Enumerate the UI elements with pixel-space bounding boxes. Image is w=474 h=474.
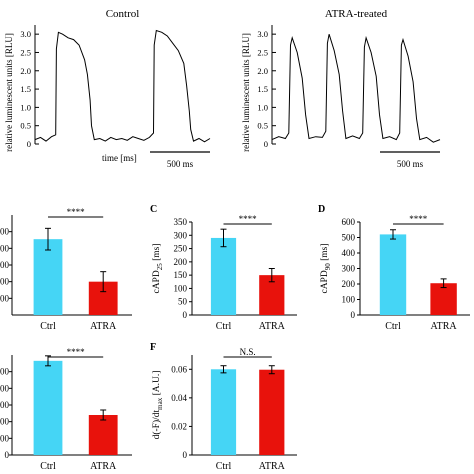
significance-label: **** <box>67 347 86 357</box>
y-tick-label: 0.02 <box>171 421 187 431</box>
y-tick-label: 0 <box>183 310 188 320</box>
y-tick-label: 1000 <box>0 227 10 237</box>
y-tick-label: 0.5 <box>20 121 31 131</box>
y-tick-label: 3.0 <box>257 29 268 39</box>
y-tick-label: 200 <box>174 257 188 267</box>
significance-label: **** <box>239 214 258 224</box>
y-tick-label: 2.5 <box>257 47 268 57</box>
x-category-label: Ctrl <box>40 461 56 472</box>
y-axis-label-subscript: 90 <box>324 263 332 271</box>
y-tick-label: 2.0 <box>20 66 31 76</box>
scale-bar-label: 500 ms <box>397 159 424 169</box>
significance-label: **** <box>67 207 86 217</box>
x-category-label: ATRA <box>90 461 117 472</box>
y-axis-label: d(-F)/dtmax [A.U.] <box>151 371 164 440</box>
y-tick-label: 400 <box>0 277 10 287</box>
y-tick-label: 200 <box>342 279 356 289</box>
x-category-label: ATRA <box>259 461 286 472</box>
y-tick-label: 0 <box>27 139 31 149</box>
x-category-label: ATRA <box>90 321 117 332</box>
y-tick-label: 300 <box>342 264 356 274</box>
y-tick-label: 500 <box>0 367 10 377</box>
x-category-label: Ctrl <box>385 321 401 332</box>
bar-ctrl <box>210 369 237 455</box>
y-tick-label: 100 <box>0 433 10 443</box>
y-tick-label: 0.04 <box>171 393 187 403</box>
y-axis-label-main: cAPD <box>152 270 162 293</box>
signal-trace <box>34 29 211 143</box>
y-tick-label: 100 <box>342 295 356 305</box>
y-tick-label: 600 <box>342 217 356 227</box>
y-axis-label-unit: [A.U.] <box>152 371 162 398</box>
y-tick-label: 1.5 <box>257 84 268 94</box>
panel-letter: D <box>318 204 325 215</box>
bar-ctrl <box>379 234 407 315</box>
y-tick-label: 400 <box>0 383 10 393</box>
y-tick-label: 1.0 <box>257 102 268 112</box>
y-tick-label: 800 <box>0 243 10 253</box>
y-tick-label: 0 <box>183 450 188 460</box>
chart-title: ATRA-treated <box>325 8 388 20</box>
y-tick-label: 0.06 <box>171 364 187 374</box>
y-tick-label: 100 <box>174 283 188 293</box>
bar-atra <box>88 415 118 455</box>
scale-bar-label: 500 ms <box>167 159 194 169</box>
y-tick-label: 1.5 <box>20 84 31 94</box>
y-tick-label: 400 <box>342 248 356 258</box>
y-tick-label: 600 <box>0 260 10 270</box>
significance-label: **** <box>409 214 428 224</box>
x-category-label: Ctrl <box>40 321 56 332</box>
y-axis-label-subscript: max <box>156 397 164 410</box>
y-axis-label: relative luminescent units [RLU] <box>241 33 251 152</box>
y-tick-label: 300 <box>0 400 10 410</box>
bar-atra <box>259 369 285 455</box>
bar-atra <box>430 283 457 315</box>
y-axis-label: cAPD90 [ms] <box>320 243 332 293</box>
signal-trace <box>271 34 441 143</box>
x-category-label: Ctrl <box>216 321 232 332</box>
y-tick-label: 250 <box>174 244 188 254</box>
x-category-label: ATRA <box>259 321 286 332</box>
x-category-label: Ctrl <box>216 461 232 472</box>
y-tick-label: 300 <box>174 230 188 240</box>
significance-label: N.S. <box>240 347 256 357</box>
y-tick-label: 3.0 <box>20 29 31 39</box>
y-axis-label-unit: [ms] <box>152 243 162 263</box>
y-axis-label-subscript: 25 <box>156 263 164 271</box>
y-axis-label-main: d(-F)/dt <box>151 409 162 439</box>
x-axis-label: time [ms] <box>102 153 137 163</box>
chart-title: Control <box>106 8 140 20</box>
y-tick-label: 150 <box>174 270 188 280</box>
y-axis-label: cAPD25 [ms] <box>152 243 164 293</box>
y-tick-label: 200 <box>0 417 10 427</box>
bar-ctrl <box>210 237 237 315</box>
y-tick-label: 0 <box>5 450 10 460</box>
y-tick-label: 0.5 <box>257 121 268 131</box>
bar-ctrl <box>33 239 63 315</box>
y-axis-label: relative luminescent units [RLU] <box>4 33 14 152</box>
y-axis-label-main: cAPD <box>320 270 330 293</box>
y-axis-label-unit: [ms] <box>320 243 330 263</box>
y-tick-label: 350 <box>174 217 188 227</box>
y-tick-label: 0 <box>264 139 268 149</box>
y-tick-label: 2.0 <box>257 66 268 76</box>
y-tick-label: 200 <box>0 293 10 303</box>
y-tick-label: 1.0 <box>20 102 31 112</box>
y-tick-label: 0 <box>351 310 356 320</box>
panel-letter: F <box>150 342 156 353</box>
bar-ctrl <box>33 360 63 455</box>
panel-letter: C <box>150 204 157 215</box>
y-tick-label: 500 <box>342 233 356 243</box>
x-category-label: ATRA <box>431 321 458 332</box>
y-tick-label: 2.5 <box>20 47 31 57</box>
y-tick-label: 50 <box>178 297 188 307</box>
